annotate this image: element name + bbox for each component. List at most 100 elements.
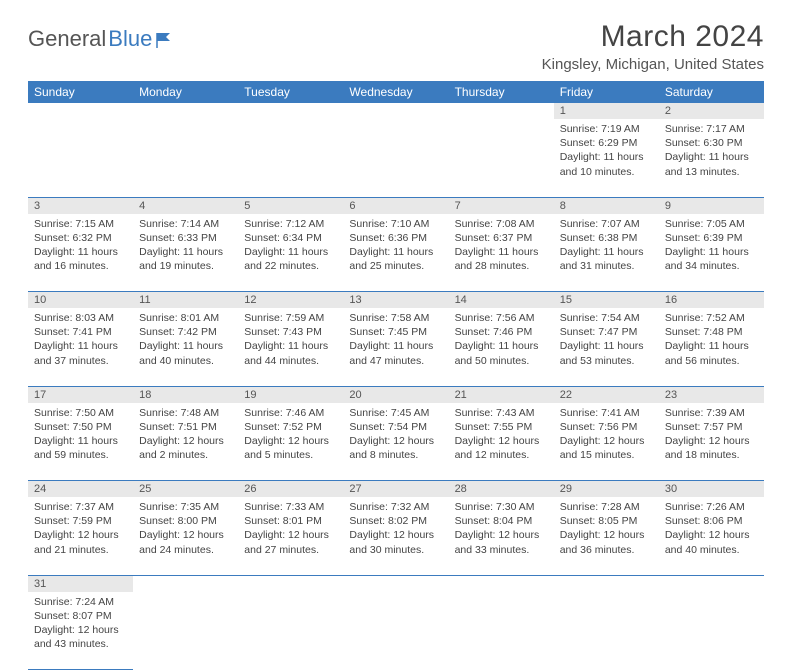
col-friday: Friday	[554, 81, 659, 103]
sunset-text: Sunset: 7:43 PM	[244, 325, 337, 339]
day-cell	[659, 592, 764, 670]
day-number	[28, 103, 133, 119]
sunrise-text: Sunrise: 7:39 AM	[665, 406, 758, 420]
day-number: 5	[238, 197, 343, 214]
sunrise-text: Sunrise: 7:30 AM	[455, 500, 548, 514]
sunrise-text: Sunrise: 7:56 AM	[455, 311, 548, 325]
daylight-text: Daylight: 11 hours and 31 minutes.	[560, 245, 653, 273]
day-number: 27	[343, 481, 448, 498]
day-cell: Sunrise: 8:01 AMSunset: 7:42 PMDaylight:…	[133, 308, 238, 386]
daylight-text: Daylight: 12 hours and 36 minutes.	[560, 528, 653, 556]
cell-content: Sunrise: 7:15 AMSunset: 6:32 PMDaylight:…	[28, 214, 133, 278]
sunset-text: Sunset: 8:05 PM	[560, 514, 653, 528]
sunrise-text: Sunrise: 7:54 AM	[560, 311, 653, 325]
daylight-text: Daylight: 12 hours and 43 minutes.	[34, 623, 127, 651]
sunset-text: Sunset: 6:36 PM	[349, 231, 442, 245]
day-number	[554, 575, 659, 592]
cell-content: Sunrise: 8:03 AMSunset: 7:41 PMDaylight:…	[28, 308, 133, 372]
sunset-text: Sunset: 6:32 PM	[34, 231, 127, 245]
cell-content: Sunrise: 7:46 AMSunset: 7:52 PMDaylight:…	[238, 403, 343, 467]
cell-content: Sunrise: 7:12 AMSunset: 6:34 PMDaylight:…	[238, 214, 343, 278]
day-cell: Sunrise: 7:52 AMSunset: 7:48 PMDaylight:…	[659, 308, 764, 386]
day-number: 26	[238, 481, 343, 498]
sunset-text: Sunset: 7:48 PM	[665, 325, 758, 339]
cell-content: Sunrise: 7:14 AMSunset: 6:33 PMDaylight:…	[133, 214, 238, 278]
day-number: 6	[343, 197, 448, 214]
col-thursday: Thursday	[449, 81, 554, 103]
day-cell: Sunrise: 7:30 AMSunset: 8:04 PMDaylight:…	[449, 497, 554, 575]
day-number: 29	[554, 481, 659, 498]
sunrise-text: Sunrise: 7:19 AM	[560, 122, 653, 136]
day-cell	[238, 119, 343, 197]
day-cell: Sunrise: 7:17 AMSunset: 6:30 PMDaylight:…	[659, 119, 764, 197]
sunrise-text: Sunrise: 7:59 AM	[244, 311, 337, 325]
day-cell	[133, 592, 238, 670]
day-cell: Sunrise: 7:35 AMSunset: 8:00 PMDaylight:…	[133, 497, 238, 575]
day-header-row: Sunday Monday Tuesday Wednesday Thursday…	[28, 81, 764, 103]
day-cell	[133, 119, 238, 197]
sunrise-text: Sunrise: 7:17 AM	[665, 122, 758, 136]
day-cell: Sunrise: 7:28 AMSunset: 8:05 PMDaylight:…	[554, 497, 659, 575]
cell-content: Sunrise: 7:28 AMSunset: 8:05 PMDaylight:…	[554, 497, 659, 561]
sunrise-text: Sunrise: 7:26 AM	[665, 500, 758, 514]
day-number: 13	[343, 292, 448, 309]
daylight-text: Daylight: 11 hours and 22 minutes.	[244, 245, 337, 273]
sunset-text: Sunset: 7:46 PM	[455, 325, 548, 339]
day-cell: Sunrise: 7:33 AMSunset: 8:01 PMDaylight:…	[238, 497, 343, 575]
sunrise-text: Sunrise: 7:58 AM	[349, 311, 442, 325]
day-number: 11	[133, 292, 238, 309]
sunset-text: Sunset: 7:42 PM	[139, 325, 232, 339]
sunrise-text: Sunrise: 7:43 AM	[455, 406, 548, 420]
day-number: 12	[238, 292, 343, 309]
day-cell: Sunrise: 7:59 AMSunset: 7:43 PMDaylight:…	[238, 308, 343, 386]
daylight-text: Daylight: 11 hours and 56 minutes.	[665, 339, 758, 367]
day-cell: Sunrise: 7:05 AMSunset: 6:39 PMDaylight:…	[659, 214, 764, 292]
day-number: 23	[659, 386, 764, 403]
daynum-row: 31	[28, 575, 764, 592]
day-number: 9	[659, 197, 764, 214]
day-number	[449, 575, 554, 592]
day-cell: Sunrise: 7:43 AMSunset: 7:55 PMDaylight:…	[449, 403, 554, 481]
sunrise-text: Sunrise: 7:46 AM	[244, 406, 337, 420]
day-cell: Sunrise: 7:39 AMSunset: 7:57 PMDaylight:…	[659, 403, 764, 481]
sunrise-text: Sunrise: 7:41 AM	[560, 406, 653, 420]
day-cell: Sunrise: 7:46 AMSunset: 7:52 PMDaylight:…	[238, 403, 343, 481]
title-block: March 2024 Kingsley, Michigan, United St…	[542, 20, 764, 73]
sunset-text: Sunset: 8:07 PM	[34, 609, 127, 623]
daylight-text: Daylight: 11 hours and 59 minutes.	[34, 434, 127, 462]
day-number: 8	[554, 197, 659, 214]
cell-content: Sunrise: 7:41 AMSunset: 7:56 PMDaylight:…	[554, 403, 659, 467]
day-number: 14	[449, 292, 554, 309]
sunrise-text: Sunrise: 7:15 AM	[34, 217, 127, 231]
content-row: Sunrise: 7:37 AMSunset: 7:59 PMDaylight:…	[28, 497, 764, 575]
day-cell	[343, 119, 448, 197]
sunset-text: Sunset: 8:01 PM	[244, 514, 337, 528]
sunrise-text: Sunrise: 8:03 AM	[34, 311, 127, 325]
cell-content: Sunrise: 7:54 AMSunset: 7:47 PMDaylight:…	[554, 308, 659, 372]
cell-content: Sunrise: 7:17 AMSunset: 6:30 PMDaylight:…	[659, 119, 764, 183]
cell-content: Sunrise: 7:33 AMSunset: 8:01 PMDaylight:…	[238, 497, 343, 561]
day-cell: Sunrise: 7:26 AMSunset: 8:06 PMDaylight:…	[659, 497, 764, 575]
daylight-text: Daylight: 12 hours and 2 minutes.	[139, 434, 232, 462]
daylight-text: Daylight: 11 hours and 25 minutes.	[349, 245, 442, 273]
sunrise-text: Sunrise: 7:37 AM	[34, 500, 127, 514]
daylight-text: Daylight: 11 hours and 40 minutes.	[139, 339, 232, 367]
sunrise-text: Sunrise: 7:12 AM	[244, 217, 337, 231]
cell-content: Sunrise: 7:19 AMSunset: 6:29 PMDaylight:…	[554, 119, 659, 183]
content-row: Sunrise: 7:50 AMSunset: 7:50 PMDaylight:…	[28, 403, 764, 481]
day-number	[343, 103, 448, 119]
sunset-text: Sunset: 7:50 PM	[34, 420, 127, 434]
sunrise-text: Sunrise: 7:52 AM	[665, 311, 758, 325]
sunrise-text: Sunrise: 7:05 AM	[665, 217, 758, 231]
sunset-text: Sunset: 8:00 PM	[139, 514, 232, 528]
day-cell: Sunrise: 7:15 AMSunset: 6:32 PMDaylight:…	[28, 214, 133, 292]
col-sunday: Sunday	[28, 81, 133, 103]
sunrise-text: Sunrise: 7:28 AM	[560, 500, 653, 514]
daylight-text: Daylight: 11 hours and 47 minutes.	[349, 339, 442, 367]
daynum-row: 12	[28, 103, 764, 119]
day-cell: Sunrise: 7:10 AMSunset: 6:36 PMDaylight:…	[343, 214, 448, 292]
day-cell: Sunrise: 7:45 AMSunset: 7:54 PMDaylight:…	[343, 403, 448, 481]
sunrise-text: Sunrise: 7:07 AM	[560, 217, 653, 231]
cell-content: Sunrise: 7:48 AMSunset: 7:51 PMDaylight:…	[133, 403, 238, 467]
col-tuesday: Tuesday	[238, 81, 343, 103]
